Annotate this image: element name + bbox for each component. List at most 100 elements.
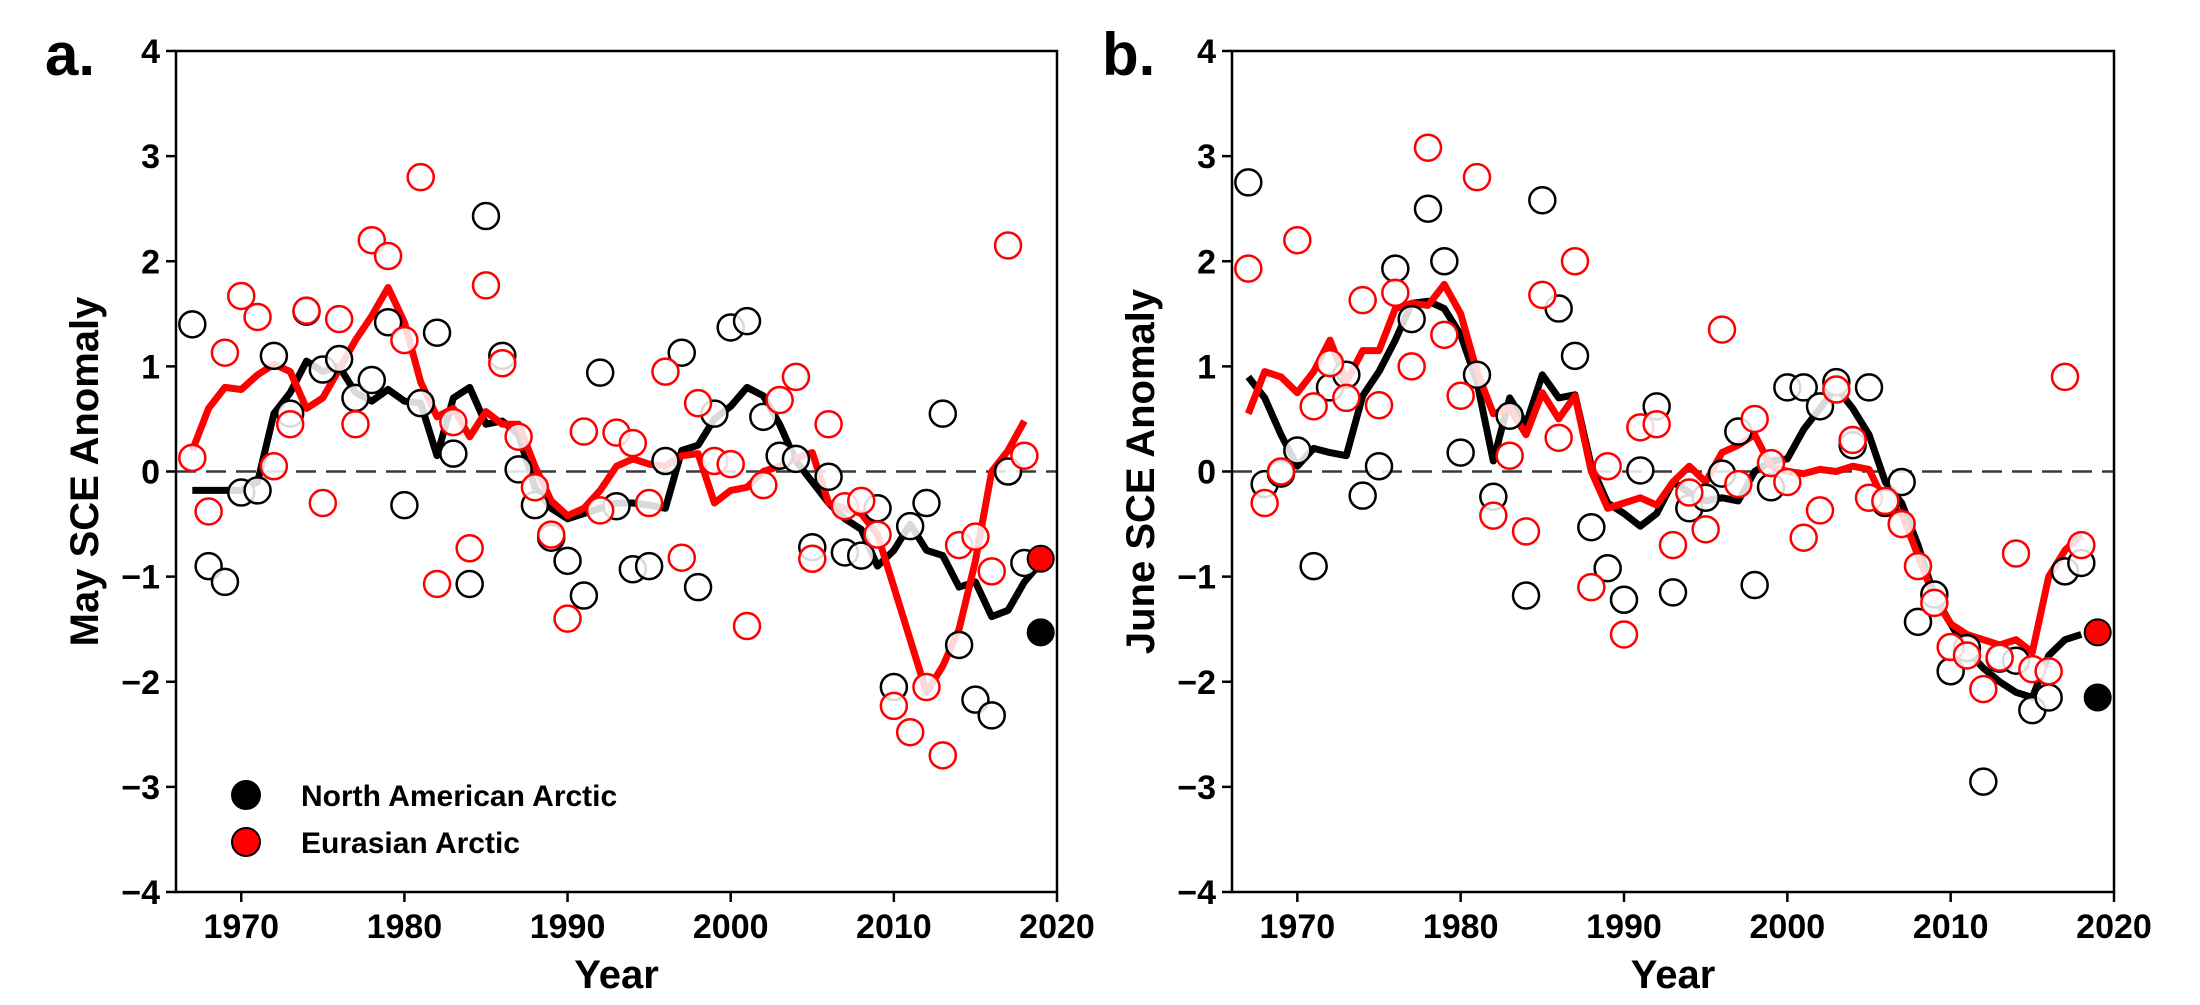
north-american-data-point bbox=[1283, 436, 1312, 465]
eurasian-data-point bbox=[749, 470, 778, 500]
north-american-data-point bbox=[1577, 512, 1606, 542]
north-american-data-point bbox=[357, 365, 387, 395]
eurasian-data-point bbox=[1283, 225, 1312, 255]
x-tick-label: 2020 bbox=[2076, 908, 2152, 946]
eurasian-data-point bbox=[765, 385, 794, 415]
eurasian-data-point bbox=[2001, 539, 2031, 568]
y-tick-label: −2 bbox=[1177, 664, 1216, 702]
eurasian-data-point bbox=[2034, 656, 2063, 686]
eurasian-data-point bbox=[1609, 620, 1639, 649]
north-american-data-point bbox=[259, 341, 289, 371]
x-tick-label: 1980 bbox=[367, 908, 443, 946]
eurasian-data-point bbox=[275, 409, 305, 439]
y-tick-label: −2 bbox=[121, 664, 160, 702]
eurasian-data-point bbox=[798, 544, 827, 574]
eurasian-data-point bbox=[1773, 467, 1802, 497]
eurasian-data-point bbox=[846, 486, 876, 516]
eurasian-data-point bbox=[716, 449, 745, 479]
x-tick-label: 2020 bbox=[1019, 908, 1095, 946]
eurasian-data-point bbox=[683, 388, 713, 418]
eurasian-data-point bbox=[1675, 478, 1704, 507]
x-tick-label: 1980 bbox=[1423, 908, 1499, 946]
north-american-data-point bbox=[1446, 438, 1475, 467]
north-american-data-point bbox=[1299, 551, 1328, 581]
eurasian-data-point bbox=[569, 417, 599, 446]
eurasian-data-point bbox=[292, 296, 321, 325]
north-american-data-point bbox=[1593, 553, 1622, 583]
north-american-data-point bbox=[1626, 456, 1655, 485]
y-tick-label: 4 bbox=[141, 33, 160, 71]
north-american-data-point bbox=[1658, 578, 1688, 607]
eurasian-data-point bbox=[1920, 588, 1949, 618]
north-american-data-point bbox=[178, 310, 207, 339]
north-american-data-point bbox=[373, 307, 403, 337]
north-american-data-point bbox=[928, 399, 958, 428]
eurasian-data-point bbox=[732, 611, 762, 641]
north-american-data-point bbox=[1789, 373, 1818, 402]
eurasian-data-point bbox=[536, 520, 566, 549]
north-american-data-point bbox=[471, 201, 501, 231]
eurasian-2019-point bbox=[1026, 544, 1055, 573]
north-american-data-point bbox=[895, 511, 925, 541]
x-tick-label: 2010 bbox=[856, 908, 932, 946]
eurasian-data-point bbox=[1838, 425, 1867, 455]
eurasian-data-point bbox=[1740, 404, 1769, 434]
panel-label: b. bbox=[1102, 21, 1155, 88]
north-american-data-point bbox=[1887, 467, 1916, 497]
eurasian-data-point bbox=[341, 409, 370, 439]
eurasian-data-point bbox=[2067, 530, 2096, 560]
eurasian-data-point bbox=[928, 741, 958, 770]
north-american-data-point bbox=[324, 344, 354, 374]
x-tick-label: 1990 bbox=[1586, 908, 1662, 946]
eurasian-data-point bbox=[1010, 441, 1039, 470]
north-american-data-point bbox=[1511, 581, 1541, 610]
eurasian-data-point bbox=[618, 428, 648, 458]
x-tick-label: 2000 bbox=[1750, 908, 1826, 946]
eurasian-data-point bbox=[993, 231, 1023, 260]
panel-label: a. bbox=[45, 21, 95, 88]
legend: North American Arctic Eurasian Arctic bbox=[231, 780, 617, 860]
eurasian-data-point bbox=[1528, 280, 1557, 310]
eurasian-data-point bbox=[1315, 348, 1345, 378]
eurasian-data-point bbox=[1707, 315, 1737, 344]
eurasian-data-point bbox=[1332, 383, 1361, 413]
north-american-data-point bbox=[569, 581, 599, 610]
north-american-data-point bbox=[1805, 392, 1835, 421]
eurasian-data-point bbox=[814, 409, 843, 439]
y-tick-label: 3 bbox=[1197, 138, 1216, 176]
north-american-data-point bbox=[585, 358, 615, 387]
north-american-data-point bbox=[504, 455, 533, 484]
north-american-data-point bbox=[422, 318, 452, 347]
north-american-data-point bbox=[1969, 767, 1998, 796]
eurasian-data-point bbox=[455, 533, 484, 563]
x-tick-label: 2010 bbox=[1913, 908, 1989, 946]
eurasian-data-point bbox=[227, 281, 256, 311]
eurasian-data-point bbox=[1544, 423, 1573, 453]
eurasian-data-point bbox=[439, 407, 468, 437]
legend-label: Eurasian Arctic bbox=[301, 827, 520, 860]
y-tick-label: −1 bbox=[121, 559, 160, 597]
north-american-data-point bbox=[1430, 247, 1459, 276]
x-tick-label: 1970 bbox=[1260, 908, 1336, 946]
eurasian-data-point bbox=[1871, 486, 1900, 516]
eurasian-data-point bbox=[390, 325, 419, 355]
eurasian-data-point bbox=[895, 717, 925, 747]
y-tick-label: −4 bbox=[1177, 874, 1216, 912]
chart-panel-b: b. −4 −3 −2 −1 0 1 2 3 4 1970 1980 1990 2000 2010 2020 Y… bbox=[1102, 21, 2152, 997]
eurasian-running-mean-line bbox=[189, 284, 1028, 696]
eurasian-data-point bbox=[1348, 285, 1377, 315]
eurasian-data-point bbox=[1560, 247, 1590, 276]
north-american-data-point bbox=[1903, 607, 1933, 637]
eurasian-data-point bbox=[471, 271, 501, 300]
north-american-data-point bbox=[1528, 186, 1557, 215]
eurasian-data-point bbox=[1985, 643, 2014, 672]
y-tick-label: 0 bbox=[141, 454, 160, 492]
eurasian-data-point bbox=[977, 557, 1006, 586]
x-axis-label: Year bbox=[1631, 953, 1716, 997]
north-american-data-point bbox=[683, 572, 713, 602]
eurasian-data-point bbox=[1381, 278, 1410, 308]
eurasian-data-point bbox=[1789, 523, 1818, 552]
eurasian-data-point bbox=[210, 338, 240, 367]
eurasian-data-point bbox=[1479, 501, 1508, 530]
